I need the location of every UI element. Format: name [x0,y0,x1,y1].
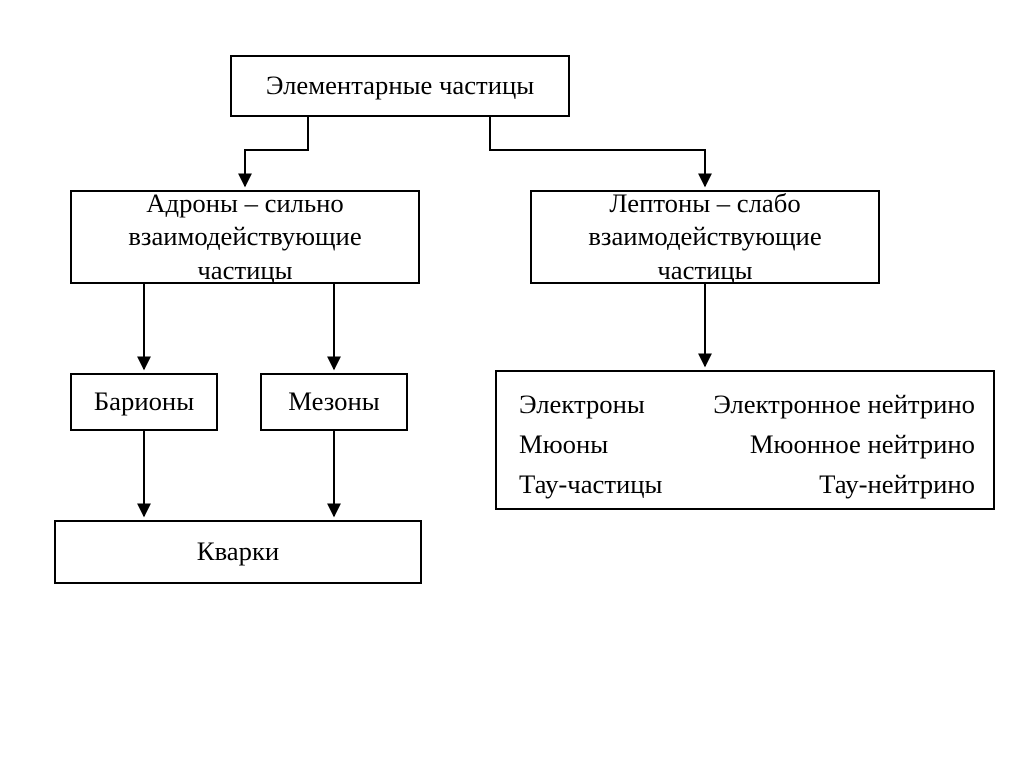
diagram-canvas: Элементарные частицы Адроны – сильно вза… [0,0,1024,768]
node-mesons: Мезоны [260,373,408,431]
leptons-row-2: Тау-частицы Тау-нейтрино [519,464,975,504]
node-leptons-label: Лептоны – слабо взаимодействующие частиц… [542,187,868,287]
leptons-row-0-right: Электронное нейтрино [713,384,975,424]
node-baryons-label: Барионы [94,385,194,418]
node-quarks: Кварки [54,520,422,584]
leptons-row-2-left: Тау-частицы [519,464,662,504]
node-hadrons-label: Адроны – сильно взаимодействующие частиц… [82,187,408,287]
leptons-row-1-left: Мюоны [519,424,608,464]
node-hadrons: Адроны – сильно взаимодействующие частиц… [70,190,420,284]
node-leptons: Лептоны – слабо взаимодействующие частиц… [530,190,880,284]
leptons-row-0-left: Электроны [519,384,645,424]
edge-root-to-hadrons [245,117,308,186]
edge-root-to-leptons [490,117,705,186]
leptons-row-1: Мюоны Мюонное нейтрино [519,424,975,464]
node-mesons-label: Мезоны [288,385,379,418]
leptons-row-1-right: Мюонное нейтрино [750,424,975,464]
node-root: Элементарные частицы [230,55,570,117]
node-leptons-list: Электроны Электронное нейтрино Мюоны Мюо… [495,370,995,510]
node-quarks-label: Кварки [197,535,279,568]
leptons-row-2-right: Тау-нейтрино [819,464,975,504]
leptons-row-0: Электроны Электронное нейтрино [519,384,975,424]
node-root-label: Элементарные частицы [266,69,534,102]
node-baryons: Барионы [70,373,218,431]
